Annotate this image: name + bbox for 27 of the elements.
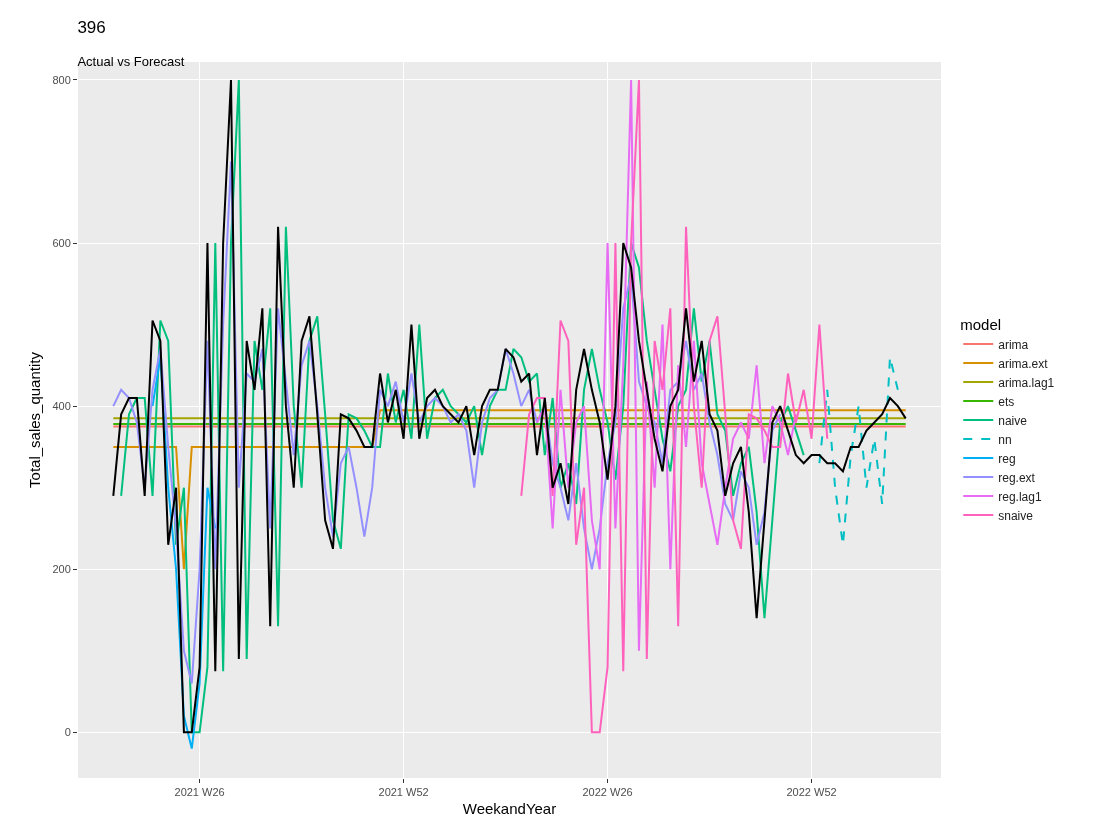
legend-label: snaive: [998, 508, 1034, 523]
legend-label: nn: [998, 432, 1012, 447]
legend-label: reg.ext: [998, 470, 1036, 485]
y-tick-label: 0: [64, 726, 71, 739]
line-series: [520, 78, 829, 734]
x-axis-title: WeekandYear: [462, 800, 557, 818]
y-axis-title: Total_sales_quantity: [25, 351, 43, 488]
y-tick-label: 400: [52, 399, 71, 412]
x-tick-label: 2021 W52: [378, 786, 429, 799]
y-tick-label: 600: [52, 236, 71, 249]
y-tick-label: 200: [52, 563, 71, 576]
chart-subtitle: Actual vs Forecast: [77, 54, 185, 70]
legend-label: naive: [998, 413, 1028, 428]
chart-title: 396: [77, 17, 106, 37]
x-tick-label: 2022 W52: [786, 786, 837, 799]
line-series: [535, 78, 797, 652]
legend-title: model: [960, 315, 1002, 333]
line-series: [151, 356, 217, 750]
y-tick-label: 800: [52, 73, 71, 86]
legend-label: ets: [998, 394, 1015, 409]
legend-label: arima.lag1: [998, 375, 1055, 390]
x-tick-label: 2021 W26: [174, 786, 225, 799]
legend-label: reg.lag1: [998, 489, 1042, 504]
x-tick-label: 2022 W26: [582, 786, 633, 799]
legend-label: reg: [998, 451, 1016, 466]
legend-label: arima: [998, 337, 1029, 352]
legend-label: arima.ext: [998, 356, 1049, 371]
